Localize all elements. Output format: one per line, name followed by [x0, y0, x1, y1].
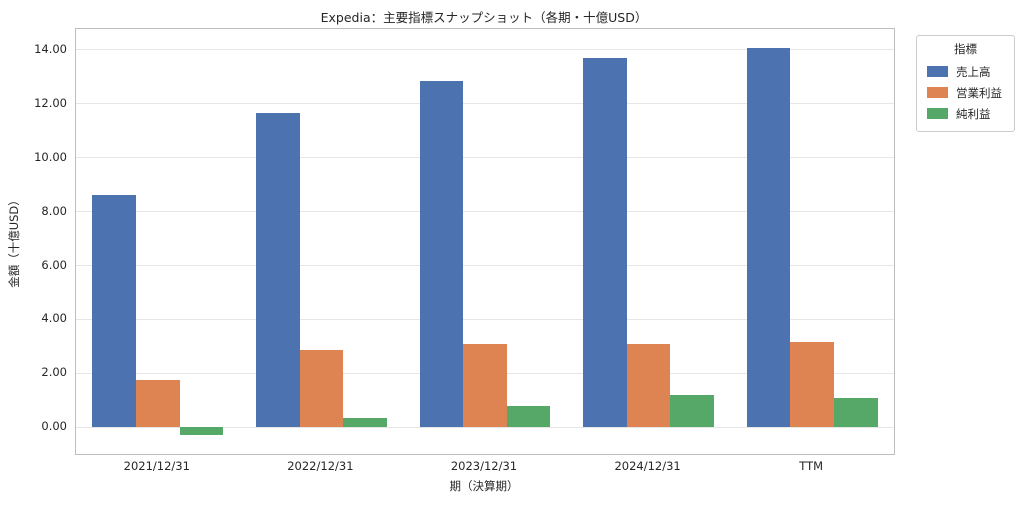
bar-純利益-2022/12/31	[343, 417, 387, 428]
y-tick-label: 12.00	[34, 95, 67, 110]
legend-label: 売上高	[956, 64, 991, 79]
bar-純利益-TTM	[834, 398, 878, 428]
gridline-y-6.00	[76, 265, 894, 266]
bar-売上高-2021/12/31	[92, 195, 136, 428]
bar-営業利益-TTM	[790, 342, 834, 428]
x-tick-label: 2024/12/31	[614, 459, 681, 473]
gridline-y-0.00	[76, 426, 894, 428]
y-tick-label: 10.00	[34, 149, 67, 164]
legend-swatch-icon	[927, 108, 948, 119]
bar-営業利益-2022/12/31	[299, 350, 344, 428]
bar-営業利益-2021/12/31	[135, 380, 180, 428]
gridline-y-8.00	[76, 211, 894, 213]
bar-売上高-TTM	[746, 48, 791, 428]
y-tick-label: 0.00	[41, 419, 67, 434]
gridline-y-4.00	[76, 318, 894, 320]
legend-label: 純利益	[956, 106, 991, 121]
gridline-y-10.00	[76, 157, 894, 159]
x-tick-label: 2021/12/31	[123, 459, 190, 473]
gridline-y-12.00	[76, 103, 894, 105]
x-axis-label: 期（決算期）	[449, 479, 519, 493]
x-tick-label: 2023/12/31	[450, 459, 518, 473]
legend-entries: 売上高営業利益純利益	[917, 61, 1014, 124]
y-tick-label: 8.00	[41, 203, 67, 218]
legend: 指標 売上高営業利益純利益	[916, 35, 1015, 132]
x-tick-label: 2022/12/31	[287, 459, 354, 473]
bar-売上高-2024/12/31	[583, 58, 627, 428]
legend-label: 営業利益	[956, 85, 1002, 100]
y-tick-label: 6.00	[41, 257, 67, 272]
y-tick-label: 4.00	[41, 311, 67, 326]
bar-営業利益-2023/12/31	[463, 344, 507, 428]
legend-entry-営業利益: 営業利益	[917, 82, 1014, 103]
bar-純利益-2021/12/31	[179, 427, 224, 435]
x-tick-label: TTM	[799, 459, 824, 473]
chart-title: Expedia：主要指標スナップショット（各期・十億USD）	[320, 10, 648, 25]
bar-売上高-2023/12/31	[419, 81, 464, 428]
y-tick-label: 2.00	[41, 365, 67, 380]
bar-純利益-2024/12/31	[670, 394, 715, 428]
legend-title: 指標	[954, 42, 977, 56]
y-tick-label: 14.00	[34, 41, 67, 56]
legend-swatch-icon	[927, 66, 948, 77]
bar-営業利益-2024/12/31	[626, 344, 671, 428]
legend-entry-売上高: 売上高	[917, 61, 1014, 82]
bar-売上高-2022/12/31	[255, 112, 300, 428]
gridline-y-14.00	[76, 49, 894, 51]
legend-entry-純利益: 純利益	[917, 103, 1014, 124]
bar-純利益-2023/12/31	[506, 406, 551, 428]
legend-swatch-icon	[927, 87, 948, 98]
plot-area	[75, 28, 895, 455]
